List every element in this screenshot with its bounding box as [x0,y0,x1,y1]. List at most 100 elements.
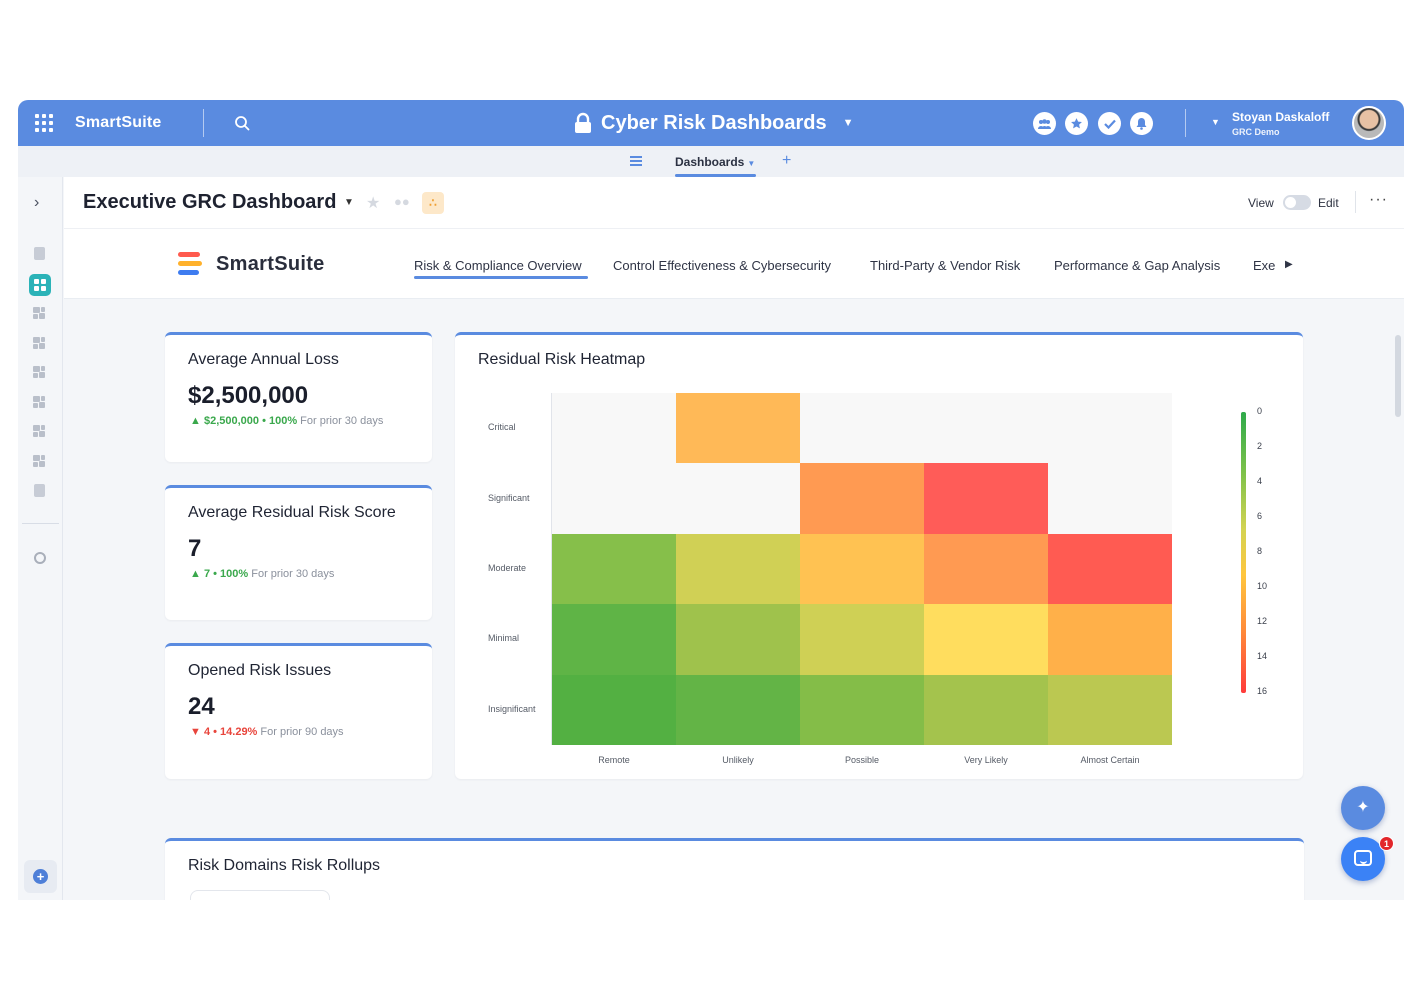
sidebar-item-dashboard[interactable] [33,396,47,410]
x-tick-label: Unlikely [722,755,754,765]
solution-title[interactable]: Cyber Risk Dashboards ▼ [573,110,854,136]
chevron-down-icon[interactable]: ▼ [842,117,854,129]
heatmap-cell[interactable] [676,604,800,675]
help-icon[interactable] [34,552,46,564]
delta-value: $2,500,000 • 100% [203,415,298,427]
metric-card-opened-risk-issues[interactable]: Opened Risk Issues 24 ▼ 4 • 14.29% For p… [165,643,432,779]
user-name[interactable]: Stoyan Daskaloff [1232,110,1330,124]
brand-name[interactable]: SmartSuite [75,114,162,131]
heatmap-cell[interactable] [800,674,924,745]
menu-icon[interactable] [630,156,642,166]
heatmap-cell[interactable] [924,604,1048,675]
sidebar-item-dashboard[interactable] [33,425,47,439]
heatmap-cell[interactable] [676,533,800,605]
card-title: Average Residual Risk Score [188,504,396,521]
y-tick-label: Significant [488,492,530,503]
color-scale-legend [1241,412,1246,693]
sidebar-item-dashboard[interactable] [33,366,47,380]
heatmap-cell[interactable] [552,533,676,605]
star-icon[interactable] [1065,112,1088,135]
triangle-up-icon: ▲ [190,568,201,580]
metric-delta: ▲ 7 • 100% For prior 30 days [190,568,334,580]
chat-button[interactable] [1341,837,1385,881]
sidebar-item-dashboard-active[interactable] [29,274,51,296]
x-tick-label: Very Likely [964,755,1008,765]
view-mode-label[interactable]: View [1248,196,1274,210]
heatmap-cell[interactable] [924,533,1048,605]
more-icon[interactable]: ··· [1369,191,1388,208]
heatmap-cell[interactable] [1048,604,1172,675]
heatmap-cell[interactable] [800,604,924,675]
workspace-name: GRC Demo [1232,127,1280,137]
sidebar-divider [22,523,59,524]
apps-grid-icon[interactable] [35,114,53,132]
chevron-down-icon[interactable]: ▼ [747,159,756,168]
add-app-button[interactable]: + [24,860,57,893]
tab-exe[interactable]: Exe [1253,258,1276,273]
dashboard-icon [33,366,45,378]
tab-third-party-vendor-risk[interactable]: Third-Party & Vendor Risk [870,258,1021,273]
ai-assistant-button[interactable]: ✦ [1341,786,1385,830]
search-icon[interactable] [234,115,250,131]
add-view-button[interactable]: + [782,152,792,169]
main-content: Executive GRC Dashboard ▼ ★ ●● ∴ View Ed… [64,177,1404,900]
members-icon[interactable]: ●● [394,194,410,209]
chevron-right-icon[interactable]: › [34,194,40,211]
dashboard-icon [33,455,45,467]
heatmap-cell[interactable] [552,674,676,745]
sidebar-item-dashboard[interactable] [33,337,47,351]
heatmap-cell[interactable] [1048,533,1172,605]
legend-tick-label: 0 [1257,406,1263,416]
topbar-divider [1185,109,1186,137]
heatmap-cell[interactable] [1048,674,1172,745]
heatmap-cell[interactable] [552,604,676,675]
edit-mode-label[interactable]: Edit [1318,196,1339,210]
scroll-right-icon[interactable]: ▶ [1285,259,1293,270]
sidebar-item-doc[interactable] [33,484,47,498]
heatmap-cell[interactable] [800,533,924,605]
heatmap-cell[interactable] [924,674,1048,745]
dashboard-header: Executive GRC Dashboard ▼ ★ ●● ∴ View Ed… [64,177,1404,229]
sidebar-item-dashboard[interactable] [33,307,47,321]
rollup-chip[interactable] [190,890,330,900]
view-edit-toggle[interactable] [1283,195,1311,210]
risk-domains-rollup-card[interactable]: Risk Domains Risk Rollups [165,838,1304,900]
scrollbar[interactable] [1395,335,1401,417]
heatmap-cell[interactable] [924,463,1048,534]
solution-title-text: Cyber Risk Dashboards [601,111,827,134]
triangle-down-icon: ▼ [190,726,201,738]
heatmap-cell[interactable] [676,393,800,464]
tab-dashboards[interactable]: Dashboards ▼ [675,155,755,169]
avatar[interactable] [1352,106,1386,140]
sidebar: › + [18,177,63,900]
legend-tick-label: 16 [1257,686,1268,696]
tab-risk-compliance-overview[interactable]: Risk & Compliance Overview [414,258,582,273]
star-icon[interactable]: ★ [366,195,381,212]
document-icon [34,484,45,497]
logo-text: SmartSuite [216,253,325,275]
rss-icon[interactable]: ∴ [422,192,444,214]
metric-card-residual-risk-score[interactable]: Average Residual Risk Score 7 ▲ 7 • 100%… [165,485,432,620]
card-title: Opened Risk Issues [188,662,332,679]
tab-performance-gap-analysis[interactable]: Performance & Gap Analysis [1054,258,1221,273]
y-tick-label: Moderate [488,563,527,573]
tab-dashboards-label: Dashboards [675,155,745,169]
sidebar-item-doc[interactable] [33,247,47,261]
legend-tick-label: 12 [1257,616,1268,626]
dashboard-canvas: Average Annual Loss $2,500,000 ▲ $2,500,… [64,299,1404,900]
x-tick-label: Possible [844,755,880,765]
metric-card-annual-loss[interactable]: Average Annual Loss $2,500,000 ▲ $2,500,… [165,332,432,462]
heatmap-cell[interactable] [800,463,924,534]
check-icon[interactable] [1098,112,1121,135]
chevron-down-icon[interactable]: ▼ [344,197,354,208]
heatmap-card[interactable]: Residual Risk Heatmap Critical Significan… [455,332,1303,779]
team-icon[interactable] [1033,112,1056,135]
heatmap-cell[interactable] [676,674,800,745]
sidebar-item-dashboard[interactable] [33,455,47,469]
page-title[interactable]: Executive GRC Dashboard [83,191,337,213]
tab-control-effectiveness[interactable]: Control Effectiveness & Cybersecurity [613,258,831,273]
dashboard-icon [33,396,45,408]
bell-icon[interactable] [1130,112,1153,135]
chevron-down-icon[interactable]: ▼ [1211,117,1220,127]
metric-delta: ▲ $2,500,000 • 100% For prior 30 days [190,415,383,427]
